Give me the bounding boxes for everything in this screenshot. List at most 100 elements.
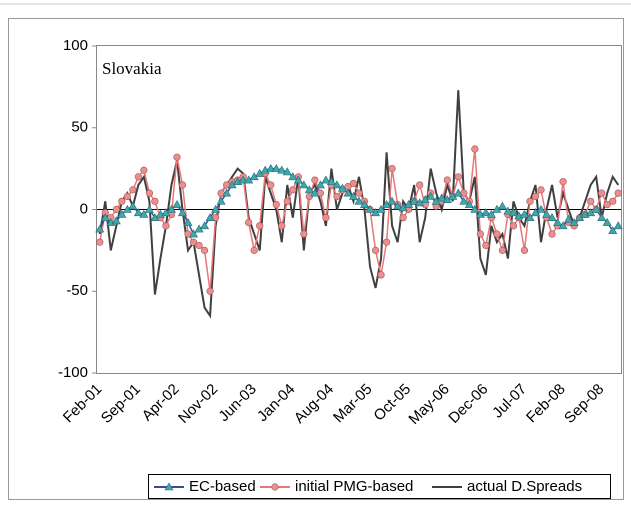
marker <box>531 192 540 201</box>
marker <box>564 214 574 223</box>
marker <box>271 164 281 172</box>
y-tick-label: 100 <box>63 37 88 54</box>
marker <box>493 230 501 238</box>
marker <box>111 216 121 225</box>
marker <box>453 188 463 197</box>
marker <box>189 238 198 246</box>
marker <box>376 204 386 213</box>
marker <box>559 178 567 186</box>
marker <box>365 204 375 213</box>
marker <box>245 218 253 227</box>
marker <box>278 222 286 230</box>
marker <box>326 177 336 186</box>
marker <box>459 196 469 205</box>
marker <box>470 204 480 213</box>
marker <box>486 209 496 218</box>
marker <box>520 246 529 254</box>
marker <box>569 217 579 226</box>
marker <box>598 189 606 197</box>
marker <box>454 173 462 181</box>
marker <box>388 165 396 173</box>
marker <box>443 176 451 184</box>
marker <box>354 196 364 205</box>
marker <box>133 208 143 217</box>
marker <box>416 181 424 189</box>
marker <box>300 230 308 238</box>
marker <box>503 206 513 215</box>
marker <box>216 196 226 205</box>
marker <box>267 181 275 189</box>
marker <box>382 238 391 246</box>
marker <box>183 217 193 226</box>
marker <box>399 214 407 222</box>
marker <box>322 214 330 222</box>
marker <box>206 287 214 295</box>
marker <box>250 246 258 254</box>
marker <box>476 230 484 238</box>
marker <box>299 180 309 189</box>
marker <box>173 153 181 161</box>
marker <box>591 204 601 213</box>
marker <box>613 221 623 230</box>
marker <box>602 217 612 226</box>
marker <box>100 213 110 221</box>
marker <box>508 208 518 217</box>
marker <box>355 189 363 197</box>
marker <box>509 222 518 230</box>
marker <box>272 200 280 209</box>
marker <box>178 181 187 189</box>
marker <box>315 180 325 189</box>
marker <box>311 176 319 184</box>
marker <box>471 145 479 153</box>
marker <box>519 209 529 218</box>
marker <box>497 201 507 210</box>
marker <box>332 180 342 189</box>
marker <box>256 222 264 230</box>
marker <box>304 185 314 194</box>
marker <box>525 213 535 221</box>
marker <box>151 197 159 205</box>
marker <box>134 173 142 181</box>
marker <box>139 209 149 218</box>
marker <box>200 246 209 254</box>
marker <box>283 197 291 205</box>
marker <box>172 199 182 208</box>
marker <box>166 204 176 213</box>
marker <box>371 246 380 254</box>
marker <box>205 213 215 221</box>
legend-label: initial PMG-based <box>295 478 413 495</box>
marker <box>112 205 120 214</box>
legend-marker <box>164 482 174 491</box>
marker <box>409 196 419 205</box>
marker <box>558 221 568 230</box>
marker <box>377 271 385 279</box>
marker <box>333 192 341 201</box>
marker <box>129 186 137 194</box>
marker <box>526 197 534 205</box>
marker <box>95 224 105 233</box>
marker <box>238 175 248 184</box>
marker <box>348 191 359 200</box>
marker <box>547 213 557 221</box>
marker <box>359 199 370 208</box>
marker <box>608 226 618 235</box>
y-tick-label: -100 <box>58 364 88 381</box>
y-tick-label: 50 <box>71 119 88 136</box>
marker <box>498 246 507 254</box>
marker <box>277 165 287 174</box>
chart-frame <box>8 18 624 500</box>
y-tick-label: -50 <box>66 282 88 299</box>
marker <box>426 191 436 200</box>
legend-marker <box>271 483 279 491</box>
marker <box>145 189 153 197</box>
marker <box>548 230 556 238</box>
marker <box>387 196 397 205</box>
marker <box>189 229 199 238</box>
marker <box>437 193 447 202</box>
marker <box>349 179 358 187</box>
marker <box>597 213 607 221</box>
marker <box>393 201 403 210</box>
marker <box>481 208 491 217</box>
marker <box>537 186 545 194</box>
